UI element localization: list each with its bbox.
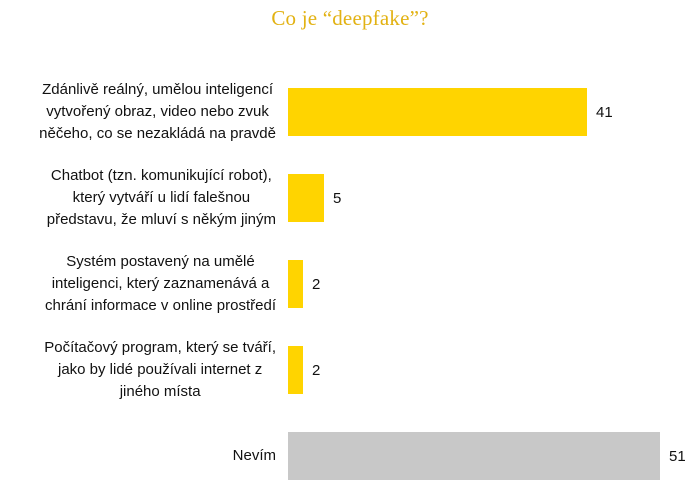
category-label: Systém postavený na umělé inteligenci, k… (45, 253, 276, 314)
bar (288, 174, 324, 222)
value-label: 5 (333, 189, 342, 207)
bar (288, 260, 303, 308)
value-label: 2 (312, 275, 321, 293)
value-label: 41 (596, 103, 613, 121)
bar-chart: Zdánlivě reálný, umělou inteligencí vytv… (0, 69, 700, 499)
chart-row: Zdánlivě reálný, umělou inteligencí vytv… (0, 69, 700, 155)
category-label: Nevím (232, 447, 276, 464)
chart-row: Nevím 51 (0, 413, 700, 499)
chart-title: Co je “deepfake”? (271, 6, 429, 30)
bar (288, 346, 303, 394)
bar (288, 88, 587, 136)
bar (288, 432, 660, 480)
value-label: 2 (312, 361, 321, 379)
chart-row: Počítačový program, který se tváří, jako… (0, 327, 700, 413)
chart-row: Chatbot (tzn. komunikující robot), který… (0, 155, 700, 241)
category-label: Zdánlivě reálný, umělou inteligencí vytv… (39, 81, 276, 142)
category-label: Počítačový program, který se tváří, jako… (44, 339, 276, 400)
category-label: Chatbot (tzn. komunikující robot), který… (46, 167, 276, 228)
value-label: 51 (669, 447, 686, 465)
chart-row: Systém postavený na umělé inteligenci, k… (0, 241, 700, 327)
